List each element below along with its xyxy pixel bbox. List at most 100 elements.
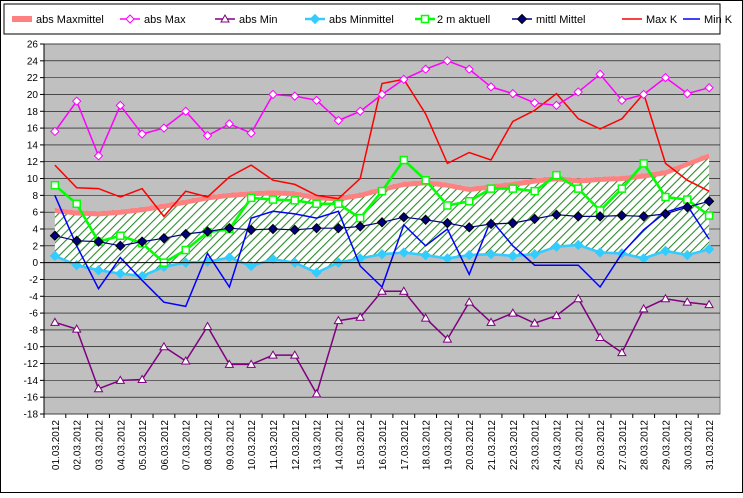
data-point xyxy=(246,359,257,368)
abs-maxmittel-band xyxy=(54,153,710,217)
legend-item-abs-max: abs Max xyxy=(120,14,186,26)
legend: abs Maxmittel abs Max abs Min abs Minmittel… xyxy=(3,3,733,35)
data-point xyxy=(529,98,540,108)
y-tick-label: 20 xyxy=(27,90,39,101)
data-point xyxy=(508,184,518,193)
data-point xyxy=(202,321,213,331)
data-point xyxy=(529,213,540,225)
data-point xyxy=(159,123,169,133)
y-tick-label: 16 xyxy=(27,124,39,135)
x-tick-label: 01.03.2012 xyxy=(51,420,62,470)
data-point xyxy=(551,100,562,111)
y-tick-label: -18 xyxy=(24,410,39,421)
data-point xyxy=(617,95,627,106)
data-point xyxy=(595,332,605,341)
data-point xyxy=(507,308,518,317)
data-point xyxy=(246,193,256,203)
x-tick-label: 21.03.2012 xyxy=(487,420,498,470)
data-point xyxy=(682,88,692,99)
data-point xyxy=(682,249,693,261)
y-tick-label: 22 xyxy=(27,73,39,84)
y-tick-label: 8 xyxy=(32,191,38,202)
data-point xyxy=(594,211,606,222)
x-tick-label: 04.03.2012 xyxy=(116,420,127,470)
legend-item-abs-minmittel: abs Minmittel xyxy=(305,13,394,26)
data-point xyxy=(268,350,278,359)
data-point xyxy=(399,74,409,85)
data-point xyxy=(464,297,475,306)
data-point xyxy=(573,239,584,251)
data-point xyxy=(529,318,540,327)
data-point xyxy=(311,95,322,106)
data-point xyxy=(486,184,496,193)
data-point xyxy=(267,223,279,235)
data-point xyxy=(137,129,147,139)
data-point xyxy=(333,315,344,325)
data-point xyxy=(485,249,497,260)
data-point xyxy=(377,186,387,196)
data-point xyxy=(355,106,365,116)
data-point xyxy=(443,201,452,210)
legend-label: abs Min xyxy=(239,14,278,26)
y-tick-label: 0 xyxy=(32,258,38,269)
data-point xyxy=(376,249,388,260)
series-max-k xyxy=(54,78,710,218)
data-point xyxy=(93,236,104,247)
data-point xyxy=(354,221,366,232)
data-point xyxy=(268,89,278,100)
data-point xyxy=(93,264,104,276)
data-point xyxy=(573,293,584,303)
data-point xyxy=(530,186,539,196)
data-point xyxy=(49,250,61,262)
data-point xyxy=(71,235,82,246)
data-point xyxy=(421,175,430,185)
data-point xyxy=(245,224,257,236)
grid-lines xyxy=(44,43,720,415)
legend-label: abs Minmittel xyxy=(329,14,394,26)
data-point xyxy=(71,324,82,333)
y-tick-label: 24 xyxy=(27,56,39,67)
data-point xyxy=(224,252,235,263)
data-point xyxy=(181,106,191,116)
data-point xyxy=(355,312,366,321)
data-point xyxy=(333,222,344,234)
data-point xyxy=(224,222,235,234)
data-point xyxy=(617,347,627,357)
legend-item-abs-maxmittel: abs Maxmittel xyxy=(12,14,104,26)
y-tick-label: 4 xyxy=(32,225,38,236)
data-point xyxy=(464,222,475,233)
y-tick-label: 12 xyxy=(27,157,39,168)
y-tick-label: -2 xyxy=(29,275,38,286)
data-point xyxy=(551,209,562,220)
series-lines xyxy=(49,56,715,398)
legend-marker xyxy=(125,14,135,24)
x-tick-label: 28.03.2012 xyxy=(640,420,651,470)
data-point xyxy=(71,259,82,271)
data-point xyxy=(399,155,409,165)
data-point xyxy=(72,199,81,209)
y-tick-label: 14 xyxy=(27,140,39,151)
y-tick-label: -4 xyxy=(29,292,38,303)
data-point xyxy=(159,341,169,351)
data-point xyxy=(486,317,496,326)
x-tick-label: 25.03.2012 xyxy=(574,420,585,470)
data-point xyxy=(180,356,191,365)
y-tick-label: -10 xyxy=(24,342,39,353)
x-tick-label: 14.03.2012 xyxy=(334,420,345,470)
data-point xyxy=(181,245,190,255)
data-point xyxy=(551,241,562,252)
data-point xyxy=(311,388,322,398)
data-point xyxy=(290,196,300,205)
legend-label: mittl Mittel xyxy=(536,14,586,26)
x-tick-label: 30.03.2012 xyxy=(683,420,694,470)
legend-item-max-k: Max K xyxy=(622,14,678,26)
data-point xyxy=(268,195,278,204)
x-tick-label: 03.03.2012 xyxy=(95,420,106,470)
x-tick-label: 07.03.2012 xyxy=(182,420,193,470)
data-point xyxy=(616,210,628,221)
legend-label: 2 m aktuell xyxy=(437,14,490,26)
data-point xyxy=(573,87,583,97)
x-tick-label: 31.03.2012 xyxy=(705,420,716,470)
data-point xyxy=(246,128,256,138)
